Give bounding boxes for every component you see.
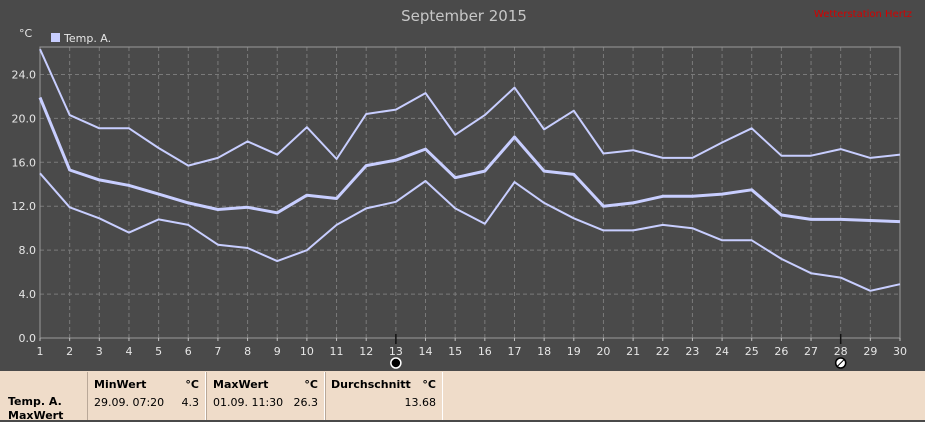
max-when: 01.09. 11:30 <box>213 396 284 409</box>
x-tick-label: 11 <box>330 345 344 358</box>
x-tick-label: 3 <box>96 345 103 358</box>
min-header: MinWert <box>94 378 147 391</box>
x-tick-label: 4 <box>125 345 132 358</box>
x-tick-label: 9 <box>274 345 281 358</box>
series-line-avg <box>38 96 901 224</box>
x-tick-label: 17 <box>507 345 521 358</box>
x-tick-label: 8 <box>244 345 251 358</box>
x-tick-label: 24 <box>715 345 729 358</box>
max-unit: °C <box>304 378 318 391</box>
series-line-max <box>39 48 901 167</box>
sensor-label: Temp. A. <box>8 395 62 408</box>
plot-frame <box>39 46 901 339</box>
stats-panel: Temp. A. MaxWert MinWert °C 29.09. 07:20… <box>0 371 925 422</box>
full-moon-icon-detail <box>837 359 845 367</box>
x-tick-label: 10 <box>300 345 314 358</box>
x-tick-label: 26 <box>774 345 788 358</box>
x-tick-label: 30 <box>893 345 907 358</box>
y-unit-label: °C <box>19 27 33 40</box>
x-tick-label: 7 <box>214 345 221 358</box>
legend-label: Temp. A. <box>63 32 111 45</box>
x-tick-label: 6 <box>185 345 192 358</box>
max-value-cell: MaxWert °C 01.09. 11:30 26.3 <box>206 372 325 420</box>
legend-swatch <box>51 33 60 42</box>
chart-title: September 2015 <box>401 7 527 25</box>
x-tick-label: 2 <box>66 345 73 358</box>
max-value: 26.3 <box>293 396 319 409</box>
y-tick-label: 8.0 <box>19 244 37 257</box>
x-tick-label: 22 <box>656 345 670 358</box>
row-label: MaxWert <box>8 409 64 422</box>
min-value: 4.3 <box>181 396 200 409</box>
temperature-chart: September 2015 Wetterstation Hertz °C Te… <box>0 0 925 370</box>
x-tick-label: 13 <box>389 345 403 358</box>
y-tick-label: 16.0 <box>12 156 37 169</box>
chart-background <box>0 0 925 370</box>
watermark-label: Wetterstation Hertz <box>814 9 912 20</box>
min-when: 29.09. 07:20 <box>94 396 165 409</box>
x-tick-label: 20 <box>596 345 610 358</box>
x-tick-label: 18 <box>537 345 551 358</box>
x-tick-label: 5 <box>155 345 162 358</box>
y-tick-label: 0.0 <box>19 332 37 345</box>
avg-value-cell: Durchschnitt °C 13.68 <box>325 372 443 420</box>
avg-header: Durchschnitt <box>331 378 411 391</box>
avg-value: 13.68 <box>404 396 437 409</box>
x-tick-label: 28 <box>834 345 848 358</box>
y-tick-label: 12.0 <box>12 200 37 213</box>
x-tick-label: 23 <box>685 345 699 358</box>
x-tick-label: 29 <box>863 345 877 358</box>
min-value-cell: MinWert °C 29.09. 07:20 4.3 <box>87 372 206 420</box>
x-tick-label: 1 <box>37 345 44 358</box>
y-tick-label: 24.0 <box>12 68 37 81</box>
x-tick-label: 16 <box>478 345 492 358</box>
y-tick-label: 20.0 <box>12 112 37 125</box>
series-line-min <box>39 172 901 292</box>
x-tick-label: 12 <box>359 345 373 358</box>
x-tick-label: 25 <box>745 345 759 358</box>
x-tick-label: 21 <box>626 345 640 358</box>
x-tick-label: 19 <box>567 345 581 358</box>
max-header: MaxWert <box>213 378 269 391</box>
x-tick-label: 15 <box>448 345 462 358</box>
new-moon-icon <box>390 357 402 369</box>
avg-unit: °C <box>422 378 436 391</box>
x-tick-label: 14 <box>419 345 433 358</box>
x-tick-label: 27 <box>804 345 818 358</box>
plot-area: 0.04.08.012.016.020.024.01 2 3 4 5 6 7 8 9 10 11 12… <box>12 46 907 369</box>
y-tick-label: 4.0 <box>19 288 37 301</box>
min-unit: °C <box>185 378 199 391</box>
